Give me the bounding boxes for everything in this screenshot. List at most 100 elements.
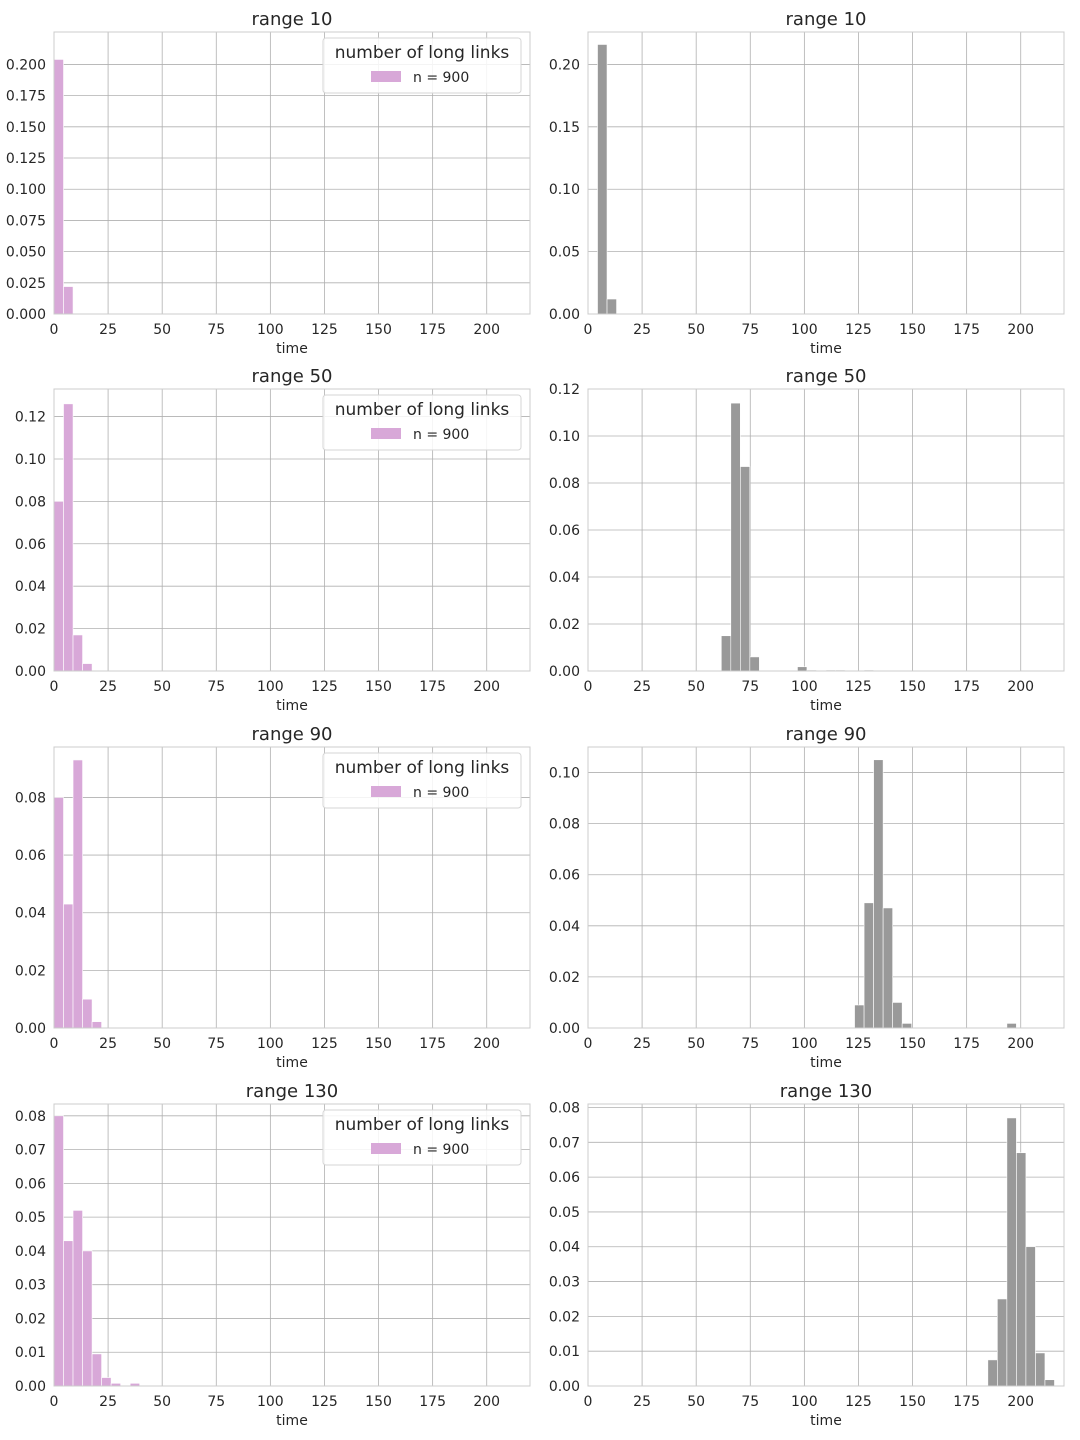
histogram-bar	[63, 286, 74, 315]
y-tick-label: 0.00	[549, 1021, 580, 1037]
x-tick-label: 25	[633, 1036, 651, 1052]
x-tick-label: 0	[584, 1036, 593, 1052]
legend-title: number of long links	[335, 43, 510, 63]
x-tick-label: 175	[419, 1394, 446, 1410]
panel-range10_left: 0 25 50 75 100 125 150 175 200 0.000 0.025 0.050 0.0…	[6, 9, 531, 357]
x-tick-label: 150	[899, 679, 926, 695]
y-tick-label: 0.05	[549, 1205, 580, 1221]
y-tick-label: 0.04	[549, 570, 580, 586]
histogram-bar	[63, 403, 74, 672]
x-tick-label: 100	[257, 1036, 284, 1052]
legend-swatch	[371, 1143, 401, 1154]
histogram-bar	[72, 634, 83, 672]
plot-frame	[53, 746, 531, 1029]
histogram-bar	[720, 635, 732, 672]
y-tick-label: 0.02	[15, 622, 46, 638]
y-tick-label: 0.06	[549, 523, 580, 539]
x-tick-label: 175	[419, 679, 446, 695]
x-tick-label: 25	[99, 1036, 117, 1052]
y-tick-label: 0.12	[549, 382, 580, 398]
x-tick-label: 175	[953, 1036, 980, 1052]
histogram-bar	[63, 1240, 74, 1387]
y-tick-label: 0.15	[549, 120, 580, 136]
x-tick-label: 50	[687, 1036, 705, 1052]
x-tick-label: 0	[50, 322, 59, 338]
y-tick-label: 0.03	[549, 1275, 580, 1291]
y-tick-label: 0.075	[6, 213, 46, 229]
panel-range10_right: 0 25 50 75 100 125 150 175 200 0.00 0.05 0.10 0.15 0.…	[549, 9, 1065, 357]
y-tick-label: 0.00	[15, 664, 46, 680]
x-axis-label: time	[276, 1055, 308, 1071]
chart-title: range 50	[252, 366, 333, 387]
histogram-bar	[101, 1377, 112, 1387]
plot-frame	[53, 31, 531, 315]
y-tick-label: 0.08	[15, 494, 46, 510]
x-axis-label: time	[810, 698, 842, 714]
x-tick-label: 125	[311, 1394, 338, 1410]
x-axis-label: time	[276, 698, 308, 714]
x-tick-label: 175	[419, 322, 446, 338]
y-tick-label: 0.08	[15, 1109, 46, 1125]
x-tick-label: 200	[473, 1394, 500, 1410]
histogram-bar	[740, 466, 751, 672]
histogram-bar	[997, 1298, 1008, 1387]
x-tick-label: 0	[50, 1394, 59, 1410]
plot-area	[588, 747, 1064, 1028]
histogram-bar	[854, 1004, 865, 1029]
y-tick-label: 0.10	[15, 452, 46, 468]
y-tick-label: 0.00	[15, 1021, 46, 1037]
histogram-bar	[1044, 1379, 1055, 1387]
y-tick-label: 0.175	[6, 89, 46, 105]
x-tick-label: 75	[741, 1394, 759, 1410]
histogram-bar	[606, 298, 617, 315]
x-tick-label: 200	[1007, 1036, 1034, 1052]
legend: number of long links n = 900	[322, 37, 522, 94]
x-tick-label: 50	[687, 679, 705, 695]
histogram-bar	[1006, 1117, 1017, 1387]
panel-range90_right: 0 25 50 75 100 125 150 175 200 0.00 0.02 0.04 0.06 0.…	[549, 724, 1065, 1071]
y-tick-label: 0.01	[15, 1345, 46, 1361]
histogram-bar	[91, 1353, 102, 1387]
x-tick-label: 175	[953, 679, 980, 695]
legend-title: number of long links	[335, 1115, 510, 1135]
x-tick-label: 100	[791, 679, 818, 695]
histogram-bar	[82, 1250, 93, 1387]
histogram-bar	[53, 501, 64, 672]
histogram-bar	[53, 59, 64, 315]
legend-title: number of long links	[335, 758, 510, 778]
x-tick-label: 125	[845, 1394, 872, 1410]
x-axis-label: time	[276, 1413, 308, 1429]
x-tick-label: 125	[845, 322, 872, 338]
y-tick-label: 0.02	[549, 970, 580, 986]
x-tick-label: 200	[1007, 322, 1034, 338]
y-tick-label: 0.02	[15, 963, 46, 979]
y-tick-label: 0.12	[15, 410, 46, 426]
x-tick-label: 0	[584, 679, 593, 695]
x-tick-label: 200	[1007, 1394, 1034, 1410]
y-tick-label: 0.04	[15, 906, 46, 922]
x-axis-label: time	[810, 341, 842, 357]
chart-title: range 130	[246, 1081, 338, 1102]
y-tick-label: 0.06	[15, 1176, 46, 1192]
x-tick-label: 50	[153, 1036, 171, 1052]
x-tick-label: 0	[584, 322, 593, 338]
chart-title: range 130	[780, 1081, 872, 1102]
x-tick-label: 50	[687, 322, 705, 338]
y-tick-label: 0.04	[15, 1244, 46, 1260]
x-tick-label: 0	[50, 679, 59, 695]
legend: number of long links n = 900	[322, 394, 522, 451]
y-tick-label: 0.125	[6, 151, 46, 167]
y-tick-label: 0.10	[549, 766, 580, 782]
x-tick-label: 75	[207, 679, 225, 695]
histogram-bar	[987, 1359, 998, 1387]
legend-entry-label: n = 900	[413, 1142, 469, 1158]
x-tick-label: 50	[153, 679, 171, 695]
histogram-bar	[797, 666, 808, 672]
histogram-bar	[82, 998, 93, 1029]
histogram-bar	[863, 902, 874, 1029]
y-tick-label: 0.08	[549, 1100, 580, 1116]
x-tick-label: 75	[741, 1036, 759, 1052]
x-tick-label: 100	[791, 322, 818, 338]
x-tick-label: 150	[899, 1036, 926, 1052]
y-tick-label: 0.03	[15, 1278, 46, 1294]
